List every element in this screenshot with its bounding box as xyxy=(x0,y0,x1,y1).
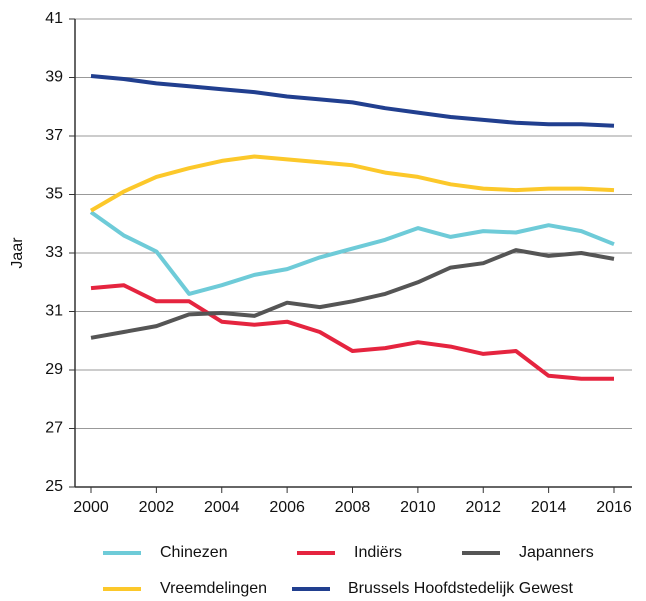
x-tick-label: 2006 xyxy=(269,499,305,516)
y-tick-label: 37 xyxy=(45,127,63,144)
x-tick-label: 2002 xyxy=(139,499,175,516)
legend-label: Brussels Hoofdstedelijk Gewest xyxy=(348,580,574,597)
series-line xyxy=(90,248,615,340)
y-tick-label: 25 xyxy=(45,478,63,495)
x-tick-label: 2016 xyxy=(596,499,632,516)
x-tick-label: 2010 xyxy=(400,499,436,516)
x-tick-label: 2014 xyxy=(531,499,567,516)
series-line xyxy=(89,210,615,296)
x-tick-label: 2000 xyxy=(73,499,109,516)
series-line xyxy=(90,74,615,128)
x-tick-label: 2012 xyxy=(465,499,501,516)
y-tick-label: 29 xyxy=(45,361,63,378)
series-line xyxy=(90,283,614,381)
y-tick-label: 41 xyxy=(45,10,63,27)
legend-label: Indiërs xyxy=(354,544,402,561)
y-tick-label: 33 xyxy=(45,244,63,261)
y-tick-label: 35 xyxy=(45,186,63,203)
legend-label: Vreemdelingen xyxy=(160,580,267,597)
legend-label: Chinezen xyxy=(160,544,228,561)
y-tick-label: 27 xyxy=(45,420,63,437)
y-axis-label: Jaar xyxy=(9,237,26,269)
x-tick-label: 2004 xyxy=(204,499,240,516)
y-tick-label: 31 xyxy=(45,303,63,320)
series-line xyxy=(89,154,615,213)
legend-label: Japanners xyxy=(519,544,594,561)
x-tick-label: 2008 xyxy=(335,499,371,516)
y-tick-label: 39 xyxy=(45,69,63,86)
